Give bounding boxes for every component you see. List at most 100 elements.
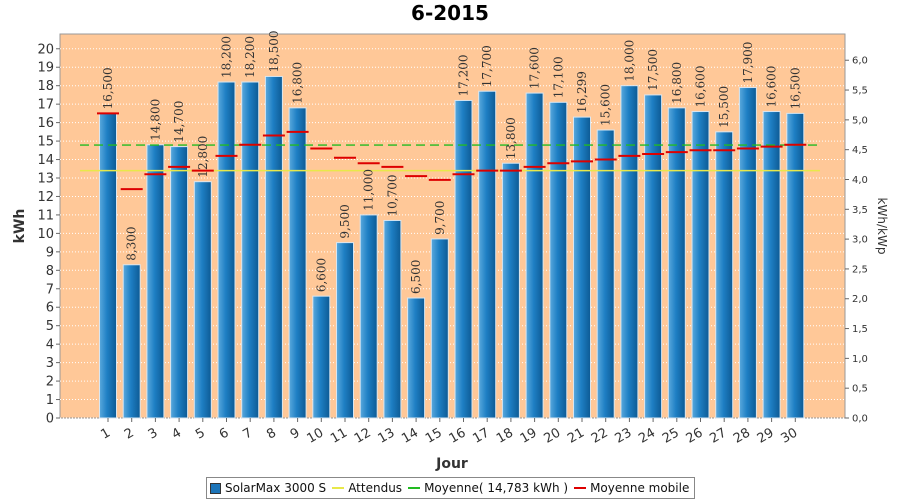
x-tick-label: 30 xyxy=(778,425,800,446)
bar xyxy=(454,99,473,419)
data-label: 17,900 xyxy=(741,42,755,84)
data-label: 6,500 xyxy=(409,260,423,294)
data-label: 15,600 xyxy=(599,84,613,126)
data-label: 14,700 xyxy=(172,101,186,143)
y-right-tick-label: 2,0 xyxy=(852,294,868,305)
data-label: 16,500 xyxy=(101,67,115,109)
data-label: 12,800 xyxy=(196,136,210,178)
x-tick-label: 5 xyxy=(193,425,208,442)
bar xyxy=(241,81,260,419)
y-tick-label: 19 xyxy=(37,61,54,76)
bar xyxy=(786,112,805,419)
y-tick-label: 13 xyxy=(37,172,54,187)
data-label: 17,500 xyxy=(646,49,660,91)
legend-label-solarmax: SolarMax 3000 S xyxy=(225,481,327,495)
data-label: 16,800 xyxy=(670,62,684,104)
bar xyxy=(715,131,734,419)
legend-swatch-attendus xyxy=(332,487,345,489)
y-tick-label: 2 xyxy=(46,375,54,390)
y-tick-label: 7 xyxy=(46,282,54,297)
data-label: 9,500 xyxy=(338,204,352,238)
bar xyxy=(122,264,141,419)
y-axis-right-title: kWh/kWp xyxy=(875,198,889,255)
x-tick-label: 13 xyxy=(376,425,398,446)
y-tick-label: 17 xyxy=(37,98,54,113)
x-tick-label: 15 xyxy=(423,425,445,446)
bar xyxy=(407,297,426,419)
y-tick-label: 9 xyxy=(46,245,54,260)
x-tick-label: 22 xyxy=(589,425,611,446)
bar xyxy=(667,107,686,419)
data-label: 16,600 xyxy=(694,66,708,108)
x-tick-label: 3 xyxy=(146,425,161,442)
legend-item-solarmax: SolarMax 3000 S xyxy=(210,481,326,495)
bar xyxy=(596,129,615,419)
data-label: 11,000 xyxy=(362,169,376,211)
legend-swatch-solarmax xyxy=(210,482,221,494)
x-tick-label: 16 xyxy=(447,425,469,446)
x-tick-label: 10 xyxy=(304,425,326,446)
y-right-tick-label: 0,0 xyxy=(852,414,868,425)
plot-background xyxy=(59,33,846,419)
bar xyxy=(193,181,212,419)
x-tick-label: 25 xyxy=(660,425,682,446)
bar xyxy=(99,112,117,419)
data-label: 17,100 xyxy=(551,56,565,98)
data-label: 16,800 xyxy=(291,62,305,104)
grid xyxy=(60,48,845,419)
bar xyxy=(264,75,283,419)
y-right-tick-label: 4,5 xyxy=(852,145,868,156)
y-tick-label: 6 xyxy=(46,301,54,316)
y-right-tick-label: 2,5 xyxy=(852,264,868,275)
y-tick-label: 0 xyxy=(46,412,54,427)
bar xyxy=(336,242,354,419)
y-tick-label: 11 xyxy=(37,208,54,223)
bar xyxy=(501,162,520,419)
bar xyxy=(762,111,781,419)
x-tick-label: 1 xyxy=(98,425,113,442)
x-tick-label: 23 xyxy=(613,425,635,446)
data-label: 16,600 xyxy=(765,66,779,108)
x-tick-label: 8 xyxy=(264,425,279,442)
y-tick-label: 16 xyxy=(37,116,54,131)
data-label: 17,700 xyxy=(480,45,494,87)
bar xyxy=(383,219,402,419)
y-axis-right: 0,0 0,5 1,0 1,5 2,0 2,5 3,0 3,5 4,0 4,5 5,0 5,5 6,0 xyxy=(845,56,868,425)
y-tick-label: 5 xyxy=(46,319,54,334)
y-right-tick-label: 0,5 xyxy=(852,384,868,395)
legend-label-moyenne-mobile: Moyenne mobile xyxy=(590,481,690,495)
x-tick-label: 27 xyxy=(707,425,729,446)
x-tick-label: 9 xyxy=(288,425,303,442)
bar xyxy=(288,107,307,419)
legend-swatch-moyenne xyxy=(408,487,421,489)
y-right-tick-label: 5,0 xyxy=(852,115,868,126)
x-tick-label: 26 xyxy=(684,425,706,446)
data-labels: 16,500 8,300 14,800 14,700 12,800 18,200 18,20… xyxy=(101,30,802,294)
y-tick-label: 18 xyxy=(37,79,54,94)
bar xyxy=(525,92,544,419)
x-tick-label: 12 xyxy=(352,425,374,446)
x-tick-label: 11 xyxy=(328,425,350,446)
y-tick-label: 12 xyxy=(37,190,54,205)
y-right-tick-label: 5,5 xyxy=(852,86,868,97)
x-tick-label: 20 xyxy=(541,425,563,446)
y-right-tick-label: 1,0 xyxy=(852,354,868,365)
data-label: 16,299 xyxy=(575,71,589,113)
legend-item-attendus: Attendus xyxy=(332,481,402,495)
y-right-tick-label: 4,0 xyxy=(852,175,868,186)
data-label: 18,200 xyxy=(220,36,234,78)
y-right-tick-label: 3,5 xyxy=(852,205,868,216)
legend: SolarMax 3000 S Attendus Moyenne( 14,783… xyxy=(206,477,696,499)
data-label: 18,500 xyxy=(267,30,281,72)
bar xyxy=(738,87,757,419)
x-tick-label: 17 xyxy=(470,425,492,446)
x-tick-label: 18 xyxy=(494,425,516,446)
bar xyxy=(146,144,165,419)
y-right-tick-label: 6,0 xyxy=(852,56,868,67)
data-label: 14,800 xyxy=(148,99,162,141)
x-axis: 1 2 3 4 5 6 7 8 9 10 11 12 13 14 15 16 17 18 19 20 21 22 23 24 2… xyxy=(98,418,800,447)
legend-item-moyenne-mobile: Moyenne mobile xyxy=(574,481,689,495)
data-label: 18,000 xyxy=(622,40,636,82)
y-axis-title: kWh xyxy=(12,209,28,244)
